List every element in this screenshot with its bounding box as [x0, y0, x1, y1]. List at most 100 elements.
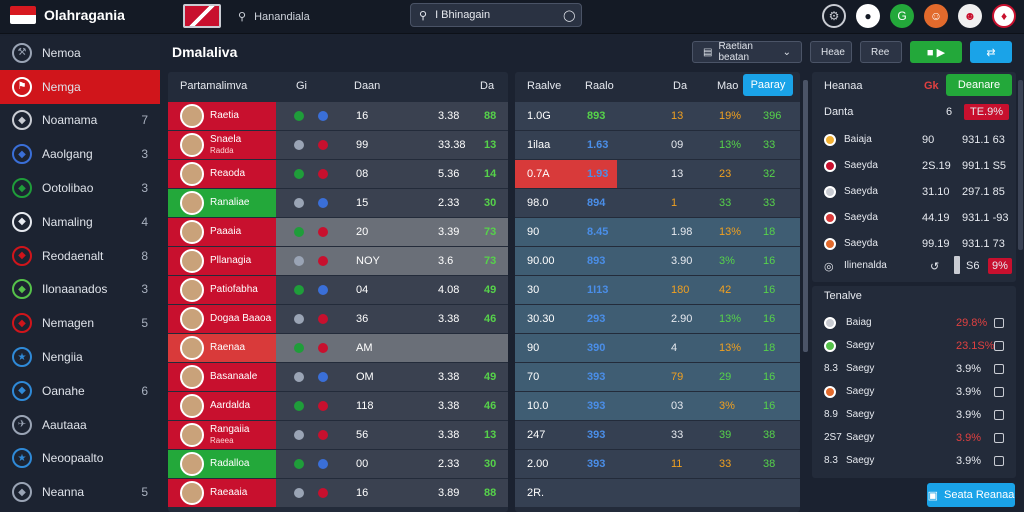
col-header-da[interactable]: Da	[673, 80, 688, 92]
sidebar-item[interactable]: ◆ Neanna 5	[0, 475, 160, 509]
list-item[interactable]: Saeyda 2S.19 991.1 S5	[812, 154, 1016, 178]
table-row[interactable]: Paaaia 20 3.39 73	[168, 218, 508, 246]
sidebar-item[interactable]: ◆ Ootolibao 3	[0, 171, 160, 205]
list-item[interactable]: Baiaja 90 931.1 63	[812, 128, 1016, 152]
col-header-daan[interactable]: Daan	[354, 80, 381, 92]
checkbox[interactable]	[994, 341, 1004, 351]
table-row[interactable]: Dogaa Baaoa 36 3.38 46	[168, 305, 508, 333]
table-row[interactable]: 10.0 393 03 3% 16	[515, 392, 800, 420]
club-crest-icon[interactable]: ♦	[992, 4, 1016, 28]
club-icon	[824, 160, 836, 172]
brand[interactable]: Olahragania	[10, 6, 125, 24]
paaray-button[interactable]: Paaray	[743, 74, 793, 96]
right-scrollbar[interactable]	[1018, 80, 1023, 250]
club-percent: 3.9%	[956, 363, 982, 375]
table-row[interactable]: 90 8.45 1.98 13% 18	[515, 218, 800, 246]
col-header-raalve[interactable]: Raalve	[527, 80, 562, 92]
list-item[interactable]: Saeyda 99.19 931.1 73	[812, 232, 1016, 256]
user-icon[interactable]: ☺	[924, 4, 948, 28]
notification-icon[interactable]: ●	[856, 4, 880, 28]
profile-icon[interactable]: ☻	[958, 4, 982, 28]
stat-e: 18	[763, 226, 776, 238]
table-row[interactable]: Reaoda 08 5.36 14	[168, 160, 508, 188]
player-name: Rangaiia	[210, 424, 250, 435]
stat-b: 5.36	[438, 168, 460, 180]
view-button[interactable]: Ree	[860, 41, 902, 63]
checkbox[interactable]	[994, 387, 1004, 397]
checkbox[interactable]	[994, 433, 1004, 443]
col-header-raalo[interactable]: Raalo	[585, 80, 614, 92]
sidebar-item[interactable]: ◆ Aaolgang 3	[0, 137, 160, 171]
sidebar-item[interactable]: ★ Nengiia	[0, 340, 160, 374]
table-row[interactable]: 70 393 79 29 16	[515, 363, 800, 391]
list-item[interactable]: 8.3 Saegy 3.9%	[812, 358, 1016, 380]
sidebar-item[interactable]: ⚒ Nemoa	[0, 36, 160, 70]
filter-dropdown[interactable]: ▤ Raetian beatan ⌄	[692, 41, 802, 63]
col-header-mao[interactable]: Mao	[717, 80, 739, 92]
table-row[interactable]: Raeaaia 16 3.89 88	[168, 479, 508, 507]
sidebar-item[interactable]: ✈ Aautaaa	[0, 408, 160, 442]
search-label-group[interactable]: ⚲ Hanandiala	[238, 10, 310, 24]
table-row[interactable]: Raenaa AM	[168, 334, 508, 362]
checkbox[interactable]	[994, 364, 1004, 374]
stat-e: 16	[763, 284, 776, 296]
table-row[interactable]: 30.30 293 2.90 13% 16	[515, 305, 800, 333]
table-row[interactable]: 98.0 894 1 33 33	[515, 189, 800, 217]
col-header-da[interactable]: Da	[480, 80, 495, 92]
table-row[interactable]: Raetia 16 3.38 88	[168, 102, 508, 130]
table-row[interactable]: Snaela Radda 99 33.38 13	[168, 131, 508, 159]
sidebar-item[interactable]: ⚑ Nemga	[0, 69, 160, 104]
list-item[interactable]: Baiag 29.8%	[812, 312, 1016, 334]
sidebar-item-label: Neoopaalto	[42, 451, 104, 466]
list-item[interactable]: 8.3 Saegy 3.9%	[812, 450, 1016, 472]
list-item[interactable]: 8.9 Saegy 3.9%	[812, 404, 1016, 426]
list-item[interactable]: Saeyda 44.19 931.1 -93	[812, 206, 1016, 230]
table-row[interactable]: 1.0G 893 13 19% 396	[515, 102, 800, 130]
col-header-gi[interactable]: Gi	[296, 80, 307, 92]
table-row[interactable]: Radalloa 00 2.33 30	[168, 450, 508, 478]
checkbox[interactable]	[994, 318, 1004, 328]
table-row[interactable]: 0.7A 1.93 13 23 32	[515, 160, 800, 188]
table-row[interactable]: 90 390 4 13% 18	[515, 334, 800, 362]
checkbox[interactable]	[994, 410, 1004, 420]
search-input[interactable]	[435, 9, 556, 21]
add-button[interactable]: ■ ▶	[910, 41, 962, 63]
table-row[interactable]: Rangaiia Raeea 56 3.38 13	[168, 421, 508, 449]
search-box[interactable]: ⚲ ◯	[410, 3, 582, 27]
sidebar-item[interactable]: ◆ Ilonaanados 3	[0, 273, 160, 307]
sidebar-item[interactable]: ◆ Oanahe 6	[0, 374, 160, 408]
messages-icon[interactable]: G	[890, 4, 914, 28]
sidebar-item[interactable]: ◆ Nemagen 5	[0, 306, 160, 340]
share-button[interactable]: ⇄	[970, 41, 1012, 63]
col-header-name[interactable]: Partamalimva	[180, 80, 248, 92]
settings-icon[interactable]: ⚙	[822, 4, 846, 28]
seata-button[interactable]: ▣ Seata Reanaa	[927, 483, 1015, 507]
team-flag-icon[interactable]	[183, 4, 221, 28]
checkbox[interactable]	[994, 456, 1004, 466]
table-row[interactable]: 2R.	[515, 479, 800, 507]
sidebar-item[interactable]: ◆ Namaling 4	[0, 205, 160, 239]
clear-search-icon[interactable]: ◯	[563, 9, 576, 22]
sidebar-item[interactable]: ◆ Reodaenalt 8	[0, 239, 160, 273]
table-row[interactable]: 90.00 893 3.90 3% 16	[515, 247, 800, 275]
sidebar-item[interactable]: ◆ Noamama 7	[0, 104, 160, 138]
scrollbar[interactable]	[803, 80, 808, 352]
table-row[interactable]: Pllanagia NOY 3.6 73	[168, 247, 508, 275]
sort-button[interactable]: Heae	[810, 41, 852, 63]
table-row[interactable]: Aardalda 118 3.38 46	[168, 392, 508, 420]
table-row[interactable]: Basanaale OM 3.38 49	[168, 363, 508, 391]
table-row[interactable]: 2.00 393 11 33 38	[515, 450, 800, 478]
list-item[interactable]: Saegy 23.1S%	[812, 335, 1016, 357]
table-row[interactable]: 30 1I13 180 42 16	[515, 276, 800, 304]
table-row[interactable]: Patiofabha 04 4.08 49	[168, 276, 508, 304]
list-item[interactable]: Saeyda 31.10 297.1 85	[812, 180, 1016, 204]
stat-b: 393	[587, 458, 606, 470]
refresh-icon[interactable]: ↺	[930, 261, 940, 273]
deanare-button[interactable]: Deanare	[946, 74, 1012, 96]
list-item[interactable]: Saegy 3.9%	[812, 381, 1016, 403]
table-row[interactable]: 1ilaa 1.63 09 13% 33	[515, 131, 800, 159]
table-row[interactable]: Ranaliae 15 2.33 30	[168, 189, 508, 217]
table-row[interactable]: 247 393 33 39 38	[515, 421, 800, 449]
sidebar-item[interactable]: ★ Neoopaalto	[0, 442, 160, 476]
list-item[interactable]: 2S7 Saegy 3.9%	[812, 427, 1016, 449]
